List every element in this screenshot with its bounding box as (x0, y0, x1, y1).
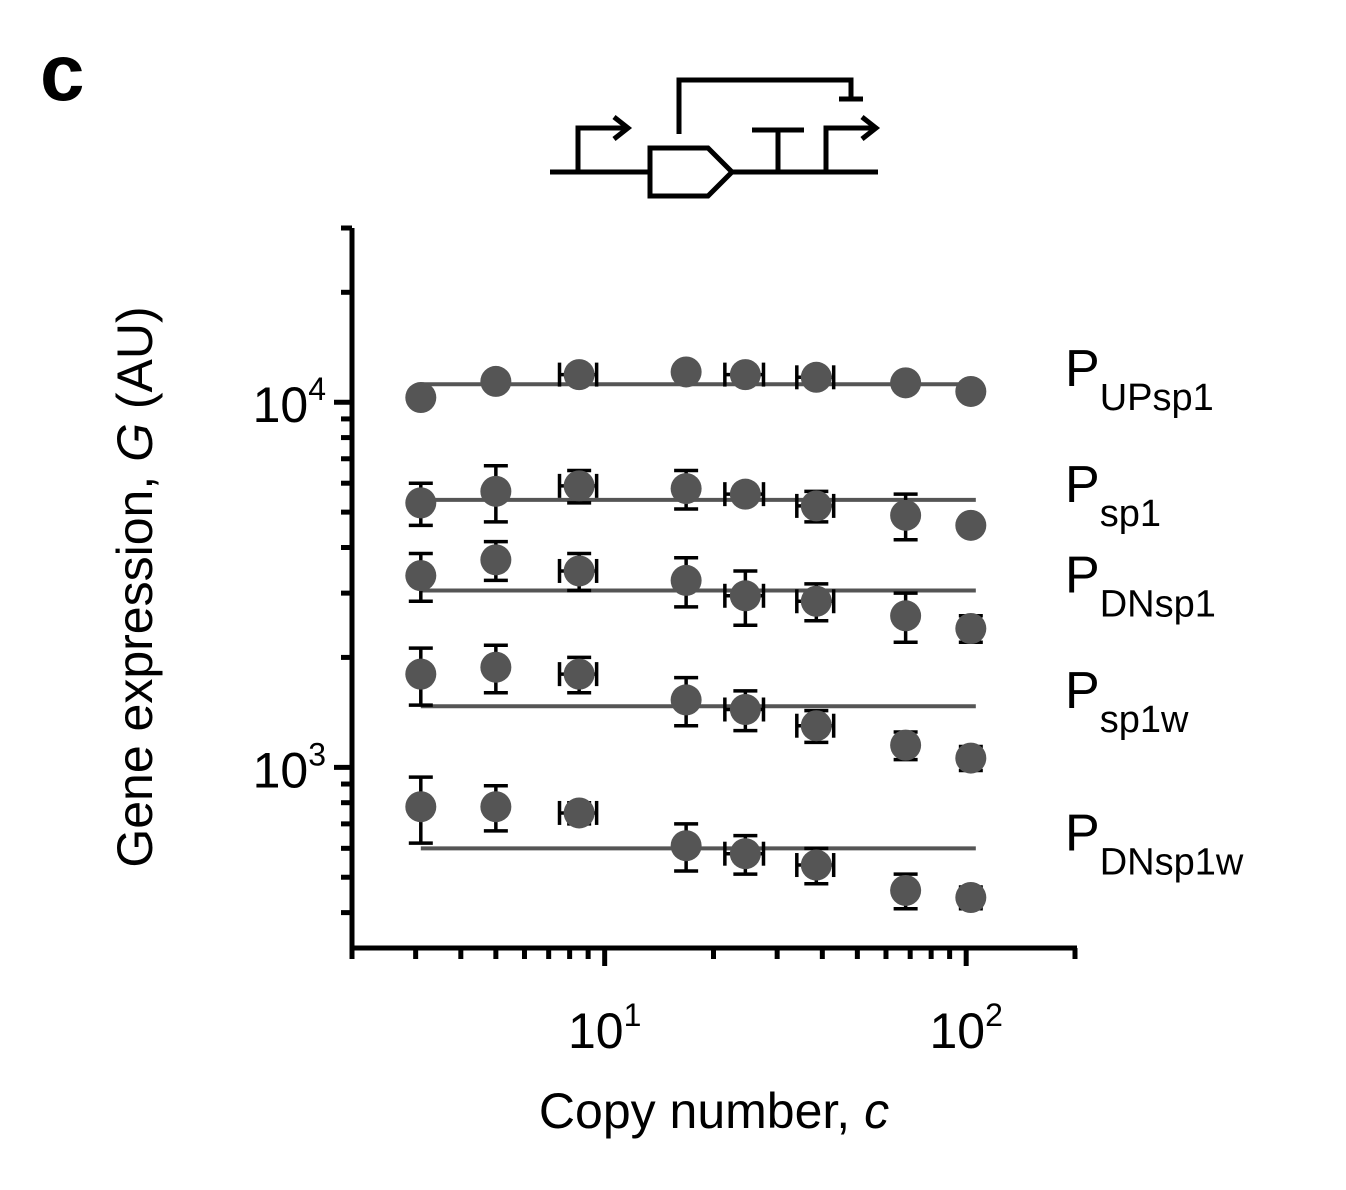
data-point (955, 509, 987, 541)
y-tick-label: 103 (253, 736, 326, 798)
data-point (480, 651, 512, 683)
x-tick-label: 102 (929, 997, 1002, 1059)
data-point (670, 356, 702, 388)
data-point (800, 710, 832, 742)
data-point (729, 694, 761, 726)
data-point (563, 658, 595, 690)
data-point (955, 882, 987, 914)
data-point (480, 791, 512, 823)
data-point (563, 470, 595, 502)
series-label: PUPsp1 (1065, 340, 1214, 419)
series-labels: PUPsp1 Psp1 PDNsp1 Psp1w PDNsp1w (1065, 340, 1244, 883)
y-axis-title: Gene expression, G (AU) (107, 306, 163, 867)
data-point (800, 585, 832, 617)
y-tick-label: 104 (253, 371, 326, 433)
data-point (405, 487, 437, 519)
axes: 101 102 103 104 (253, 225, 1078, 1059)
data-point (563, 359, 595, 391)
data-point (563, 797, 595, 829)
data-point (405, 382, 437, 414)
series-label: Psp1 (1065, 456, 1161, 535)
data-point (729, 838, 761, 870)
data-point (955, 375, 987, 407)
data-point (563, 555, 595, 587)
data-point (890, 874, 922, 906)
series-label: Psp1w (1065, 662, 1189, 741)
data-point (800, 849, 832, 881)
data-point (729, 359, 761, 391)
data-point (670, 473, 702, 505)
data-point (670, 684, 702, 716)
data-point (890, 729, 922, 761)
genetic-circuit-diagram (550, 77, 881, 199)
x-tick-label: 101 (568, 997, 641, 1059)
series-label: PDNsp1 (1065, 546, 1216, 625)
data-point (480, 544, 512, 576)
data-point (955, 742, 987, 774)
data-point (405, 791, 437, 823)
data-point (405, 658, 437, 690)
series-label: PDNsp1w (1065, 804, 1244, 883)
data-point (800, 361, 832, 393)
data-point (800, 490, 832, 522)
data-point (890, 499, 922, 531)
data-point (729, 478, 761, 510)
data-point (670, 830, 702, 862)
x-axis-title: Copy number, c (539, 1083, 889, 1139)
data-point (480, 365, 512, 397)
error-bars (408, 362, 983, 911)
data-point (405, 560, 437, 592)
data-point (729, 580, 761, 612)
data-point (890, 600, 922, 632)
data-points (405, 356, 987, 914)
data-point (890, 367, 922, 399)
data-point (670, 564, 702, 596)
panel-label: c (40, 28, 85, 117)
data-point (955, 613, 987, 645)
data-point (480, 475, 512, 507)
